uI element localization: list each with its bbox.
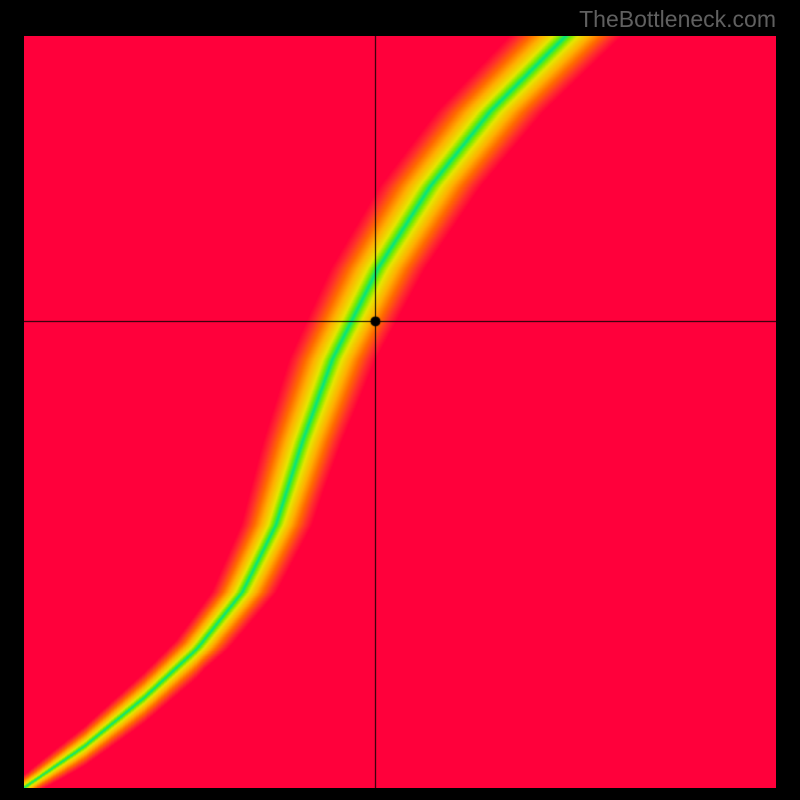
chart-container: TheBottleneck.com [0,0,800,800]
overlay-canvas [24,36,776,788]
watermark-text: TheBottleneck.com [579,6,776,33]
plot-area [24,36,776,788]
